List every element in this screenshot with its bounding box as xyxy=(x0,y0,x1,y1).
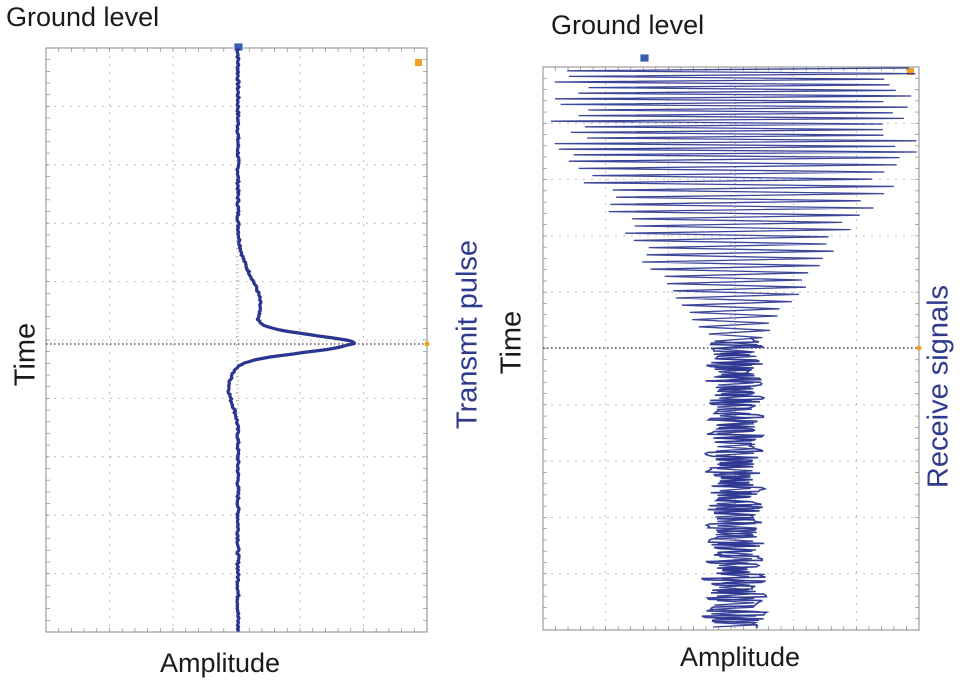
receive-signals-core xyxy=(701,337,770,629)
right-ground-marker-icon xyxy=(639,53,650,63)
transmit-pulse-label: Transmit pulse xyxy=(451,239,484,430)
right-level-marker-icon xyxy=(916,345,922,351)
left-trigger-marker-icon xyxy=(415,59,422,66)
left-level-marker-icon xyxy=(424,341,430,347)
receive-signals-label: Receive signals xyxy=(922,284,955,489)
transmit-pulse-trace xyxy=(226,47,356,633)
right-ground-level-label: Ground level xyxy=(551,10,705,40)
right-trigger-marker-icon xyxy=(907,68,914,75)
right-amplitude-label: Amplitude xyxy=(680,642,801,672)
left-time-label: Time xyxy=(9,322,42,387)
right-time-label: Time xyxy=(495,310,528,375)
left-ground-level-label: Ground level xyxy=(6,2,160,32)
left-amplitude-label: Amplitude xyxy=(160,648,281,678)
